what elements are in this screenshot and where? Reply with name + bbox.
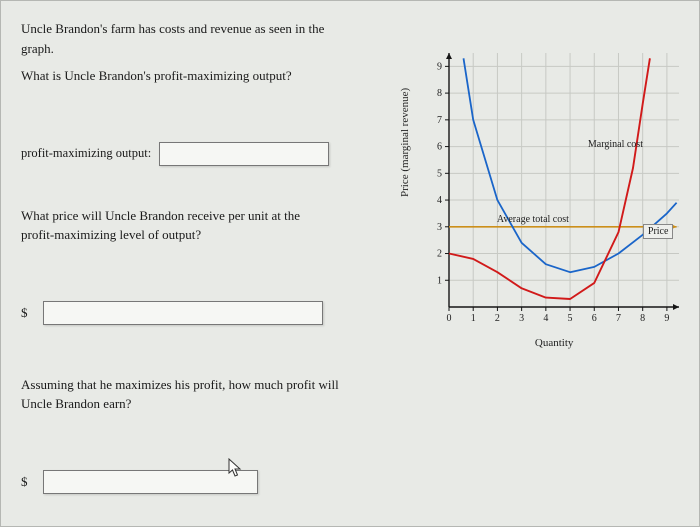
prompt-line: Assuming that he maximizes his profit, h… (21, 375, 387, 395)
profit-amount-input[interactable] (43, 470, 258, 494)
prompt-line: Uncle Brandon earn? (21, 394, 387, 414)
svg-text:2: 2 (437, 249, 442, 260)
prompt-line: Uncle Brandon's farm has costs and reven… (21, 19, 387, 39)
econ-chart: Price (marginal revenue) Quantity 012345… (405, 49, 690, 349)
chart-svg: 0 1 2 3 4 5 6 7 8 9 1 2 3 4 5 6 7 8 9 (427, 49, 690, 329)
field-label-output: profit-maximizing output: (21, 146, 151, 161)
prompt-intro: Uncle Brandon's farm has costs and reven… (21, 19, 387, 58)
chart-column: Price (marginal revenue) Quantity 012345… (405, 1, 699, 526)
svg-text:5: 5 (567, 313, 572, 324)
answer-row-1: profit-maximizing output: (21, 142, 387, 166)
average-total-cost-label: Average total cost (497, 214, 569, 225)
prompt-line: What price will Uncle Brandon receive pe… (21, 206, 387, 226)
spacer (21, 253, 387, 287)
svg-text:9: 9 (664, 313, 669, 324)
price-label: Price (643, 224, 674, 239)
svg-text:8: 8 (640, 313, 645, 324)
prompt-line: profit-maximizing level of output? (21, 225, 387, 245)
svg-text:9: 9 (437, 61, 442, 72)
question-3: Assuming that he maximizes his profit, h… (21, 375, 387, 414)
svg-text:2: 2 (495, 313, 500, 324)
svg-text:3: 3 (519, 313, 524, 324)
svg-text:3: 3 (437, 222, 442, 233)
svg-text:6: 6 (592, 313, 597, 324)
prompt-line: graph. (21, 39, 387, 59)
spacer (21, 174, 387, 198)
profit-max-output-input[interactable] (159, 142, 329, 166)
svg-text:6: 6 (437, 142, 442, 153)
answer-row-2: $ (21, 301, 387, 325)
svg-text:0: 0 (446, 313, 451, 324)
dollar-sign: $ (21, 305, 35, 321)
spacer (21, 422, 387, 456)
x-axis-label: Quantity (535, 337, 574, 349)
spacer (21, 94, 387, 128)
answer-row-3: $ (21, 470, 387, 494)
question-1: What is Uncle Brandon's profit-maximizin… (21, 66, 387, 86)
question-column: Uncle Brandon's farm has costs and reven… (1, 1, 405, 526)
worksheet-page: Uncle Brandon's farm has costs and reven… (0, 0, 700, 527)
svg-text:7: 7 (616, 313, 621, 324)
svg-text:1: 1 (437, 275, 442, 286)
marginal-cost-label: Marginal cost (588, 139, 643, 150)
svg-text:4: 4 (543, 313, 548, 324)
svg-text:8: 8 (437, 88, 442, 99)
svg-text:4: 4 (437, 195, 442, 206)
dollar-sign: $ (21, 474, 35, 490)
svg-text:7: 7 (437, 115, 442, 126)
svg-text:1: 1 (471, 313, 476, 324)
spacer (21, 333, 387, 367)
y-axis-label: Price (marginal revenue) (399, 88, 411, 197)
price-per-unit-input[interactable] (43, 301, 323, 325)
question-2: What price will Uncle Brandon receive pe… (21, 206, 387, 245)
svg-text:5: 5 (437, 168, 442, 179)
